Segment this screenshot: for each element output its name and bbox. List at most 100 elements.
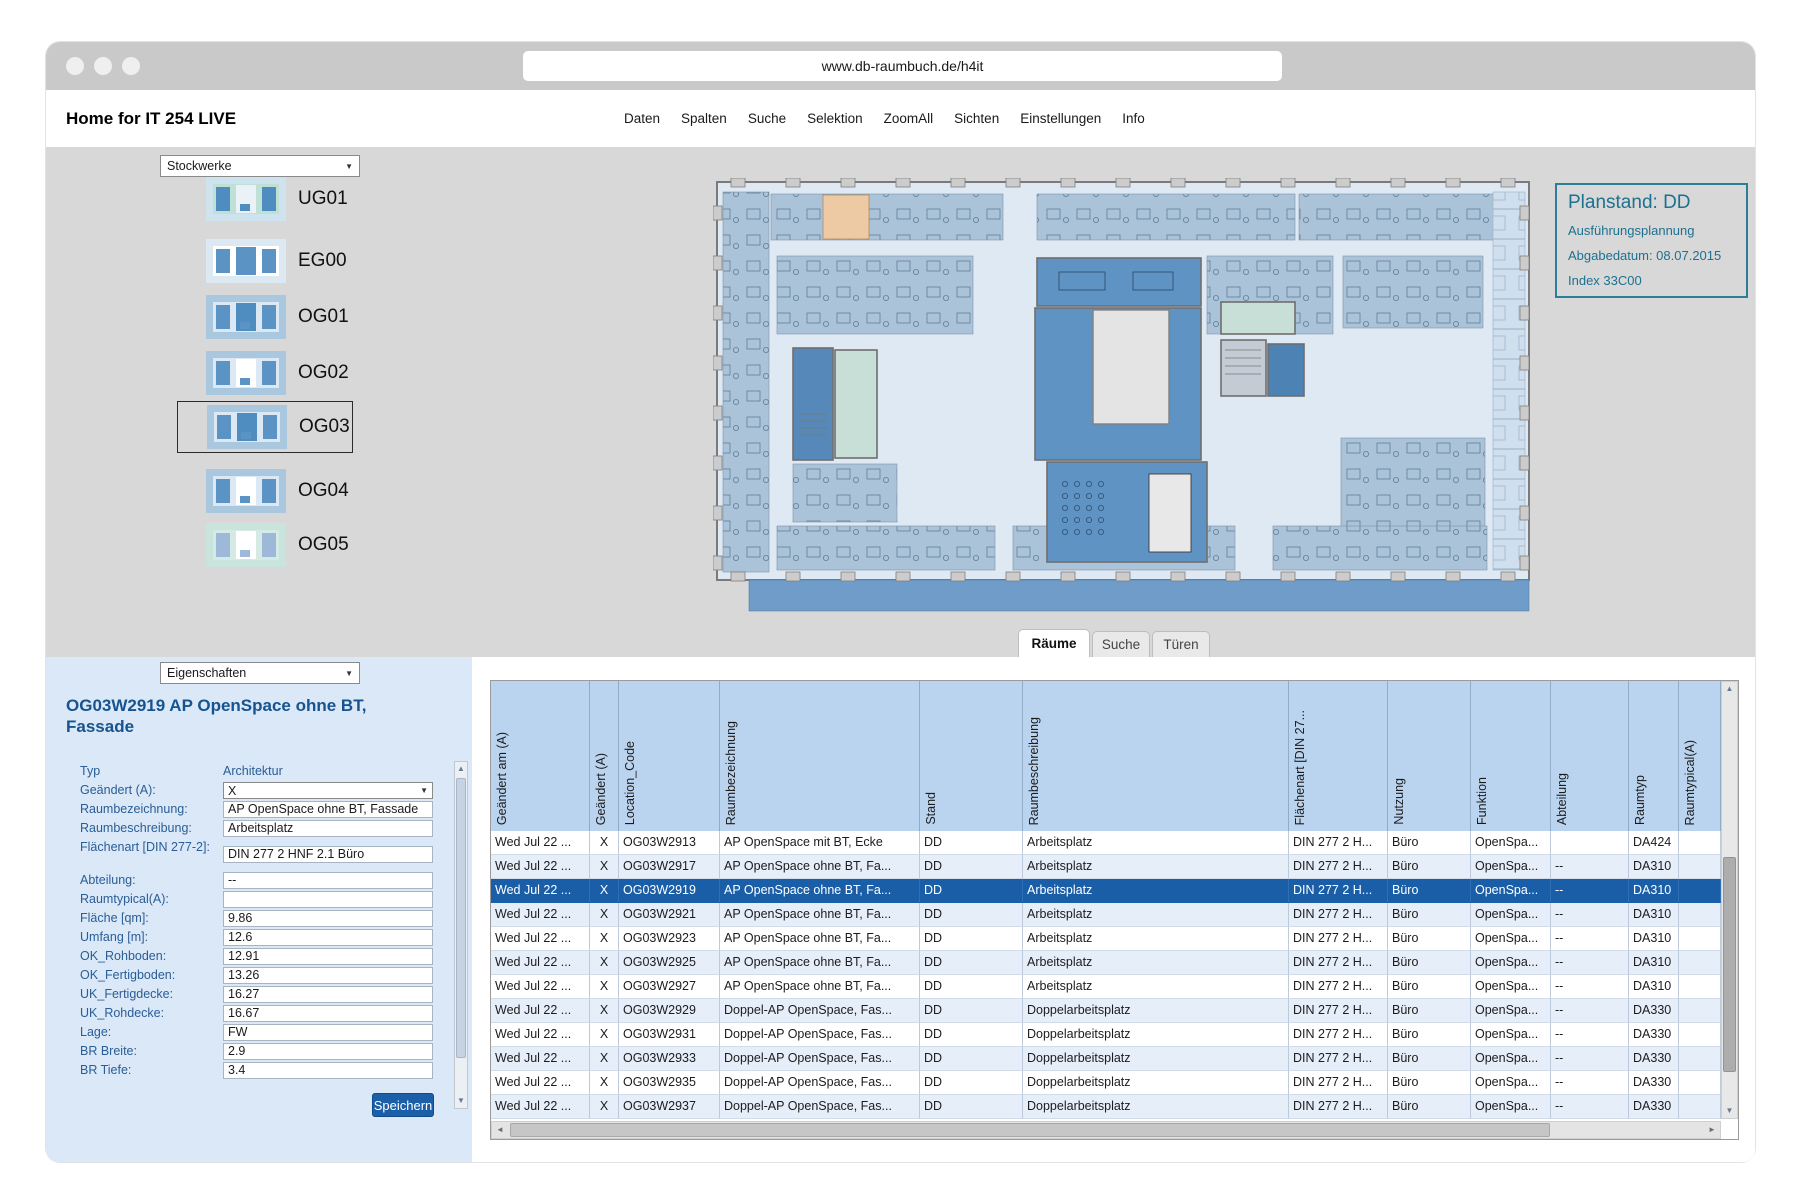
table-cell: OG03W2931 bbox=[619, 1023, 720, 1047]
column-header-9[interactable]: Funktion bbox=[1471, 681, 1551, 831]
table-cell: OpenSpa... bbox=[1471, 879, 1551, 903]
column-header-4[interactable]: Raumbezeichnung bbox=[720, 681, 920, 831]
table-row-OG03W2925[interactable]: Wed Jul 22 ... X OG03W2925 AP OpenSpace ohn… bbox=[491, 951, 1721, 975]
column-header-10[interactable]: Abteilung bbox=[1551, 681, 1629, 831]
sidebar-item-ug01[interactable]: UG01 bbox=[177, 173, 353, 225]
field-input[interactable]: 2.9 bbox=[223, 1043, 433, 1060]
field-input[interactable]: DIN 277 2 HNF 2.1 Büro bbox=[223, 846, 433, 863]
column-header-11[interactable]: Raumtyp bbox=[1629, 681, 1679, 831]
table-row-OG03W2917[interactable]: Wed Jul 22 ... X OG03W2917 AP OpenSpace ohn… bbox=[491, 855, 1721, 879]
room-title: OG03W2919 AP OpenSpace ohne BT, Fassade bbox=[66, 696, 367, 736]
tab-suche[interactable]: Suche bbox=[1092, 631, 1150, 657]
column-header-1[interactable]: Geändert am (A) bbox=[491, 681, 590, 831]
table-cell: -- bbox=[1551, 1047, 1629, 1071]
column-header-8[interactable]: Nutzung bbox=[1388, 681, 1471, 831]
panel-vertical-scrollbar[interactable]: ▲ ▼ bbox=[454, 761, 468, 1109]
menu-item-einstellungen[interactable]: Einstellungen bbox=[1020, 111, 1102, 126]
field-input[interactable]: AP OpenSpace ohne BT, Fassade bbox=[223, 801, 433, 818]
table-row-OG03W2929[interactable]: Wed Jul 22 ... X OG03W2929 Doppel-AP OpenSp… bbox=[491, 999, 1721, 1023]
scroll-right-arrow[interactable]: ► bbox=[1708, 1125, 1716, 1134]
menu-item-daten[interactable]: Daten bbox=[624, 111, 661, 126]
field-input[interactable]: -- bbox=[223, 872, 433, 889]
menu-item-suche[interactable]: Suche bbox=[747, 111, 787, 126]
menu-item-zoomall[interactable]: ZoomAll bbox=[883, 111, 934, 126]
selected-room-highlight[interactable] bbox=[822, 194, 870, 240]
field-label: Flächenart [DIN 277-2]: bbox=[80, 840, 210, 854]
menu-item-sichten[interactable]: Sichten bbox=[954, 111, 1000, 126]
floor-plan[interactable] bbox=[713, 178, 1533, 613]
url-bar[interactable]: www.db-raumbuch.de/h4it bbox=[523, 51, 1282, 81]
table-cell: Büro bbox=[1388, 903, 1471, 927]
sidebar-item-og05[interactable]: OG05 bbox=[177, 519, 353, 571]
app-header: Home for IT 254 LIVE Daten Spalten Suche Se… bbox=[46, 90, 1755, 147]
column-header-5[interactable]: Stand bbox=[920, 681, 1023, 831]
field-row: BR Tiefe: 3.4 bbox=[80, 1062, 436, 1080]
scroll-left-arrow[interactable]: ◄ bbox=[496, 1125, 504, 1134]
table-cell: DA310 bbox=[1629, 951, 1679, 975]
table-cell: OG03W2937 bbox=[619, 1095, 720, 1119]
scroll-up-arrow[interactable]: ▲ bbox=[1725, 684, 1734, 693]
scrollbar-thumb[interactable] bbox=[510, 1123, 1550, 1137]
field-row: Umfang [m]: 12.6 bbox=[80, 929, 436, 947]
table-cell: X bbox=[590, 903, 619, 927]
field-input[interactable] bbox=[223, 891, 433, 908]
field-input[interactable]: 3.4 bbox=[223, 1062, 433, 1079]
field-input[interactable]: 16.27 bbox=[223, 986, 433, 1003]
window-control-dot[interactable] bbox=[122, 57, 140, 75]
column-header-3[interactable]: Location_Code bbox=[619, 681, 720, 831]
table-row-OG03W2935[interactable]: Wed Jul 22 ... X OG03W2935 Doppel-AP OpenSp… bbox=[491, 1071, 1721, 1095]
scroll-down-arrow[interactable]: ▼ bbox=[457, 1096, 465, 1105]
save-button[interactable]: Speichern bbox=[372, 1093, 434, 1117]
scrollbar-thumb[interactable] bbox=[1723, 857, 1736, 1072]
tab-raeume[interactable]: Räume bbox=[1018, 629, 1090, 657]
table-row-OG03W2927[interactable]: Wed Jul 22 ... X OG03W2927 AP OpenSpace ohn… bbox=[491, 975, 1721, 999]
menu-item-spalten[interactable]: Spalten bbox=[681, 111, 727, 126]
table-row-OG03W2913[interactable]: Wed Jul 22 ... X OG03W2913 AP OpenSpace mit… bbox=[491, 831, 1721, 855]
column-header-12[interactable]: Raumtypical(A) bbox=[1679, 681, 1721, 831]
field-input[interactable]: 12.91 bbox=[223, 948, 433, 965]
window-control-dot[interactable] bbox=[66, 57, 84, 75]
table-row-OG03W2921[interactable]: Wed Jul 22 ... X OG03W2921 AP OpenSpace ohn… bbox=[491, 903, 1721, 927]
table-row-OG03W2919[interactable]: Wed Jul 22 ... X OG03W2919 AP OpenSpace ohn… bbox=[491, 879, 1721, 903]
table-cell: DD bbox=[920, 879, 1023, 903]
field-input[interactable]: Arbeitsplatz bbox=[223, 820, 433, 837]
sidebar-item-og04[interactable]: OG04 bbox=[177, 465, 353, 517]
window-control-dot[interactable] bbox=[94, 57, 112, 75]
field-input[interactable]: 13.26 bbox=[223, 967, 433, 984]
menu-item-info[interactable]: Info bbox=[1122, 111, 1145, 126]
sidebar-item-og02[interactable]: OG02 bbox=[177, 347, 353, 399]
properties-selector[interactable]: Eigenschaften ▼ bbox=[160, 662, 360, 684]
sidebar-item-og03[interactable]: OG03 bbox=[177, 401, 353, 453]
column-header-7[interactable]: Flächenart [DIN 27... bbox=[1289, 681, 1388, 831]
scroll-up-arrow[interactable]: ▲ bbox=[457, 764, 465, 773]
table-row-OG03W2931[interactable]: Wed Jul 22 ... X OG03W2931 Doppel-AP OpenSp… bbox=[491, 1023, 1721, 1047]
table-cell: Doppel-AP OpenSpace, Fas... bbox=[720, 1095, 920, 1119]
table-cell: DIN 277 2 H... bbox=[1289, 903, 1388, 927]
table-cell: X bbox=[590, 1095, 619, 1119]
field-input[interactable]: 9.86 bbox=[223, 910, 433, 927]
column-header-2[interactable]: Geändert (A) bbox=[590, 681, 619, 831]
column-header-6[interactable]: Raumbeschreibung bbox=[1023, 681, 1289, 831]
table-horizontal-scrollbar[interactable]: ◄ ► bbox=[491, 1121, 1721, 1139]
field-input[interactable]: FW bbox=[223, 1024, 433, 1041]
table-body: Wed Jul 22 ... X OG03W2913 AP OpenSpace mit… bbox=[491, 831, 1721, 1119]
menu-item-selektion[interactable]: Selektion bbox=[807, 111, 863, 126]
scrollbar-thumb[interactable] bbox=[456, 778, 466, 1058]
table-vertical-scrollbar[interactable]: ▲ ▼ bbox=[1721, 681, 1738, 1119]
sidebar-item-eg00[interactable]: EG00 bbox=[177, 235, 353, 287]
table-cell: Büro bbox=[1388, 1095, 1471, 1119]
field-select[interactable]: X ▼ bbox=[223, 782, 433, 799]
table-cell: Büro bbox=[1388, 975, 1471, 999]
tab-tueren[interactable]: Türen bbox=[1152, 631, 1210, 657]
field-input[interactable]: 12.6 bbox=[223, 929, 433, 946]
table-row-OG03W2923[interactable]: Wed Jul 22 ... X OG03W2923 AP OpenSpace ohn… bbox=[491, 927, 1721, 951]
scroll-down-arrow[interactable]: ▼ bbox=[1725, 1106, 1734, 1115]
table-row-OG03W2933[interactable]: Wed Jul 22 ... X OG03W2933 Doppel-AP OpenSp… bbox=[491, 1047, 1721, 1071]
browser-chrome: www.db-raumbuch.de/h4it bbox=[46, 42, 1755, 90]
planstand-line: Abgabedatum: 08.07.2015 bbox=[1568, 248, 1722, 263]
table-cell: OpenSpa... bbox=[1471, 1071, 1551, 1095]
floor-selector[interactable]: Stockwerke ▼ bbox=[160, 155, 360, 177]
field-input[interactable]: 16.67 bbox=[223, 1005, 433, 1022]
sidebar-item-og01[interactable]: OG01 bbox=[177, 291, 353, 343]
table-row-OG03W2937[interactable]: Wed Jul 22 ... X OG03W2937 Doppel-AP OpenSp… bbox=[491, 1095, 1721, 1119]
